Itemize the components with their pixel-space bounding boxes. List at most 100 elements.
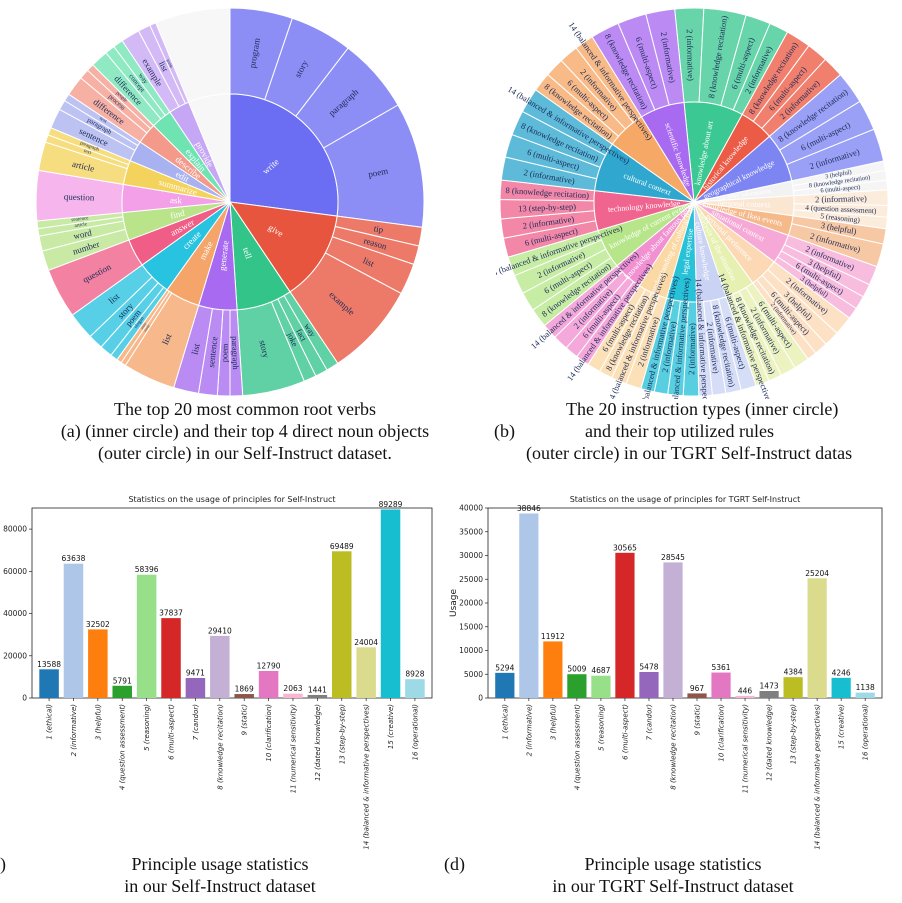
bar-value-label: 12790 — [257, 661, 281, 670]
outer-label: paragraph — [230, 336, 240, 371]
x-tick-label: 6 (multi-aspect) — [621, 704, 629, 760]
x-tick-label: 16 (operational) — [411, 704, 419, 761]
inner-label: tell — [241, 246, 254, 261]
bar — [39, 669, 59, 698]
bar — [332, 551, 352, 698]
x-tick-label: 4 (question assessment) — [119, 704, 127, 790]
bar — [210, 635, 230, 698]
bar — [519, 513, 539, 698]
bar — [663, 562, 683, 698]
caption-a-letter: (a) — [60, 421, 81, 441]
bar — [687, 693, 707, 698]
bar-value-label: 5478 — [639, 662, 658, 671]
inner-label: personal context — [717, 198, 771, 209]
outer-label: poem — [367, 166, 389, 180]
bar — [495, 672, 515, 698]
x-tick-label: 6 (multi-aspect) — [168, 704, 176, 760]
plot-frame — [31, 507, 433, 699]
inner-label: generate — [217, 240, 230, 271]
x-tick-label: 15 (creative) — [387, 704, 395, 749]
bar-value-label: 28545 — [661, 553, 685, 562]
bar-value-label: 89289 — [379, 500, 403, 509]
bar — [783, 677, 803, 698]
inner-segment — [229, 93, 339, 217]
bar — [380, 509, 401, 698]
x-tick-label: 11 (numerical sensitivity) — [289, 704, 297, 794]
caption-a-line-3: (outer circle) in our Self-Instruct data… — [98, 443, 392, 463]
y-tick-label: 20000 — [3, 651, 27, 660]
caption-b-line-2: (b) and their top utilized rules — [494, 420, 902, 442]
outer-label: sentence — [206, 336, 219, 368]
bar — [112, 685, 132, 698]
bar-value-label: 63638 — [62, 554, 86, 563]
outer-label: text — [98, 116, 108, 125]
outer-label: question — [64, 192, 95, 203]
bar-value-label: 5294 — [495, 663, 514, 672]
outer-label: program — [247, 37, 262, 69]
caption-a-line-2: (a) (inner circle) and their top 4 direc… — [30, 420, 460, 442]
x-tick-label: 3 (helpful) — [549, 704, 557, 740]
bar — [161, 618, 181, 698]
outer-label: 2 (informative) — [815, 193, 867, 204]
caption-d-line-1: (d) Principle usage statistics — [444, 853, 902, 875]
bar-value-label: 2063 — [283, 684, 302, 693]
bar — [711, 672, 731, 698]
caption-b-line-2-text: and their top utilized rules — [585, 421, 774, 441]
bar-value-label: 5791 — [113, 676, 132, 685]
bar-value-label: 11912 — [541, 632, 565, 641]
inner-segment — [188, 93, 231, 203]
bar-value-label: 29410 — [208, 626, 232, 635]
bar — [185, 678, 206, 698]
y-tick-label: 35000 — [459, 527, 483, 536]
outer-label: tip — [373, 223, 385, 235]
caption-b-line-1: The 20 instruction types (inner circle) — [566, 399, 839, 419]
x-tick-label: 14 (balanced & informative perspectives) — [814, 704, 822, 850]
caption-d: (d) Principle usage statistics in our TGR… — [444, 853, 902, 897]
bar — [831, 677, 851, 698]
outer-label: poem — [220, 343, 230, 362]
y-tick-label: 10000 — [459, 646, 483, 655]
caption-c-line-1-text: Principle usage statistics — [131, 854, 309, 874]
outer-label: 3 (helpful) — [825, 169, 853, 181]
bar-value-label: 446 — [738, 686, 753, 695]
y-axis-label: Usage — [449, 589, 459, 618]
bar-value-label: 25204 — [805, 569, 829, 578]
caption-b-line-3: (outer circle) in our TGRT Self-Instruct… — [526, 443, 853, 463]
caption-a: The top 20 most common root verbs (a) (i… — [30, 398, 460, 464]
chart-title: Statistics on the usage of principles fo… — [570, 495, 801, 504]
bar-value-label: 9471 — [186, 669, 205, 678]
outer-label: 13 (step-by-step) — [518, 201, 576, 213]
y-tick-label: 60000 — [3, 567, 27, 576]
x-tick-label: 13 (step-by-step) — [790, 704, 798, 765]
bar — [307, 694, 328, 698]
inner-segment — [228, 201, 338, 293]
x-tick-label: 10 (clarification) — [718, 704, 726, 762]
caption-d-line-2: in our TGRT Self-Instruct dataset — [552, 876, 794, 896]
bar — [234, 694, 254, 698]
bar — [283, 693, 303, 698]
bar-value-label: 4687 — [591, 666, 610, 675]
outer-label: 4 (question assessment) — [805, 203, 877, 215]
bar-value-label: 1869 — [235, 685, 254, 694]
x-tick-label: 7 (candor) — [192, 704, 200, 741]
bar-value-label: 967 — [690, 684, 705, 693]
bar — [807, 578, 827, 698]
bar-value-label: 1441 — [308, 685, 327, 694]
outer-label: 5 (reasoning) — [820, 211, 861, 224]
bar-value-label: 4384 — [784, 668, 803, 677]
y-tick-label: 40000 — [3, 609, 27, 618]
y-tick-label: 0 — [478, 694, 483, 703]
x-tick-label: 14 (balanced & informative perspectives) — [363, 704, 371, 850]
bar-value-label: 1138 — [856, 683, 875, 692]
y-tick-label: 15000 — [459, 622, 483, 631]
bar-value-label: 5361 — [711, 663, 730, 672]
outer-label: list — [160, 332, 174, 347]
x-tick-label: 5 (reasoning) — [597, 704, 605, 751]
x-tick-label: 9 (static) — [694, 704, 702, 736]
outer-label: 2 (informative) — [685, 29, 696, 81]
outer-label: story — [257, 339, 271, 359]
outer-label: guide — [166, 58, 174, 69]
caption-b: The 20 instruction types (inner circle) … — [494, 398, 902, 464]
x-tick-label: 15 (creative) — [838, 704, 846, 749]
bar-value-label: 4246 — [832, 668, 851, 677]
